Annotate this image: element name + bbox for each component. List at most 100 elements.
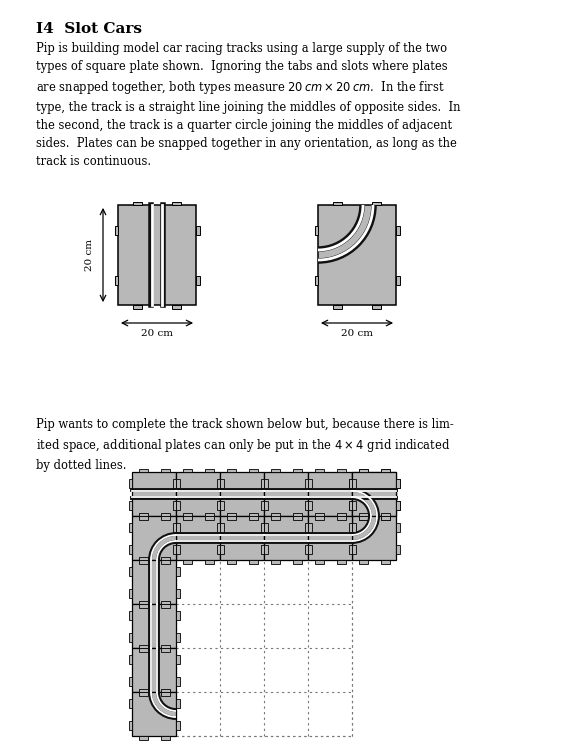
Bar <box>261 478 264 487</box>
Bar <box>381 468 390 472</box>
Bar <box>396 275 399 284</box>
Bar <box>352 501 356 510</box>
Bar <box>349 478 352 487</box>
Bar <box>220 516 264 560</box>
Bar <box>176 472 220 516</box>
Bar <box>176 522 179 531</box>
Bar <box>349 478 352 487</box>
Bar <box>161 468 169 472</box>
Bar <box>173 545 176 554</box>
Text: I4  Slot Cars: I4 Slot Cars <box>36 22 142 36</box>
Bar <box>115 275 118 284</box>
Bar <box>172 201 181 205</box>
Bar <box>381 516 390 519</box>
Bar <box>396 478 399 487</box>
Bar <box>216 545 220 554</box>
Bar <box>318 205 396 305</box>
Bar <box>128 677 132 686</box>
Bar <box>315 516 324 519</box>
Bar <box>270 513 279 516</box>
Bar <box>204 513 214 516</box>
Bar <box>139 604 148 607</box>
Bar <box>216 501 220 510</box>
Bar <box>204 560 214 563</box>
Bar <box>176 721 179 730</box>
Bar <box>304 522 308 531</box>
Bar <box>227 513 236 516</box>
Bar <box>304 478 308 487</box>
Text: 20 cm: 20 cm <box>141 328 173 337</box>
Bar <box>308 522 311 531</box>
Bar <box>204 468 214 472</box>
Bar <box>349 501 352 510</box>
Text: Pip wants to complete the track shown below but, because there is lim-
ited spac: Pip wants to complete the track shown be… <box>36 418 454 472</box>
Bar <box>336 516 345 519</box>
Bar <box>227 560 236 563</box>
Bar <box>132 472 176 516</box>
Text: Pip is building model car racing tracks using a large supply of the two
types of: Pip is building model car racing tracks … <box>36 42 461 168</box>
Bar <box>349 545 352 554</box>
Bar <box>315 468 324 472</box>
Bar <box>249 513 257 516</box>
Bar <box>264 545 268 554</box>
Bar <box>161 736 169 739</box>
Bar <box>336 513 345 516</box>
Bar <box>308 501 311 510</box>
Bar <box>333 305 342 309</box>
Bar <box>372 201 381 205</box>
Bar <box>118 205 196 305</box>
Bar <box>161 560 169 563</box>
Bar <box>293 516 302 519</box>
Bar <box>161 516 169 519</box>
Bar <box>128 721 132 730</box>
Bar <box>128 478 132 487</box>
Bar <box>216 478 220 487</box>
Bar <box>308 545 311 554</box>
Bar <box>396 522 399 531</box>
Bar <box>249 516 257 519</box>
Bar <box>396 225 399 234</box>
Bar <box>204 516 214 519</box>
Bar <box>128 698 132 707</box>
Bar <box>139 468 148 472</box>
Bar <box>396 478 399 487</box>
Bar <box>128 633 132 642</box>
Bar <box>349 522 352 531</box>
Bar <box>372 305 381 309</box>
Bar <box>128 610 132 619</box>
Bar <box>261 522 264 531</box>
Bar <box>333 201 342 205</box>
Bar <box>315 560 324 563</box>
Bar <box>128 654 132 663</box>
Bar <box>264 516 308 560</box>
Bar <box>161 513 169 516</box>
Text: 20 cm: 20 cm <box>341 328 373 337</box>
Bar <box>358 516 367 519</box>
Bar <box>315 513 324 516</box>
Bar <box>352 472 396 516</box>
Bar <box>249 468 257 472</box>
Bar <box>172 305 181 309</box>
Bar <box>308 478 311 487</box>
Bar <box>308 472 352 516</box>
Bar <box>176 566 179 575</box>
Bar <box>161 689 169 692</box>
Bar <box>182 560 191 563</box>
Bar <box>176 677 179 686</box>
Bar <box>261 501 264 510</box>
Bar <box>182 516 191 519</box>
Bar <box>139 601 148 604</box>
Bar <box>132 560 176 604</box>
Bar <box>139 516 148 519</box>
Bar <box>133 201 142 205</box>
Bar <box>315 225 318 234</box>
Bar <box>358 468 367 472</box>
Bar <box>308 516 352 560</box>
Bar <box>176 545 179 554</box>
Bar <box>173 478 176 487</box>
Bar <box>176 633 179 642</box>
Bar <box>358 513 367 516</box>
Bar <box>261 545 264 554</box>
Bar <box>220 472 264 516</box>
Bar <box>264 478 268 487</box>
